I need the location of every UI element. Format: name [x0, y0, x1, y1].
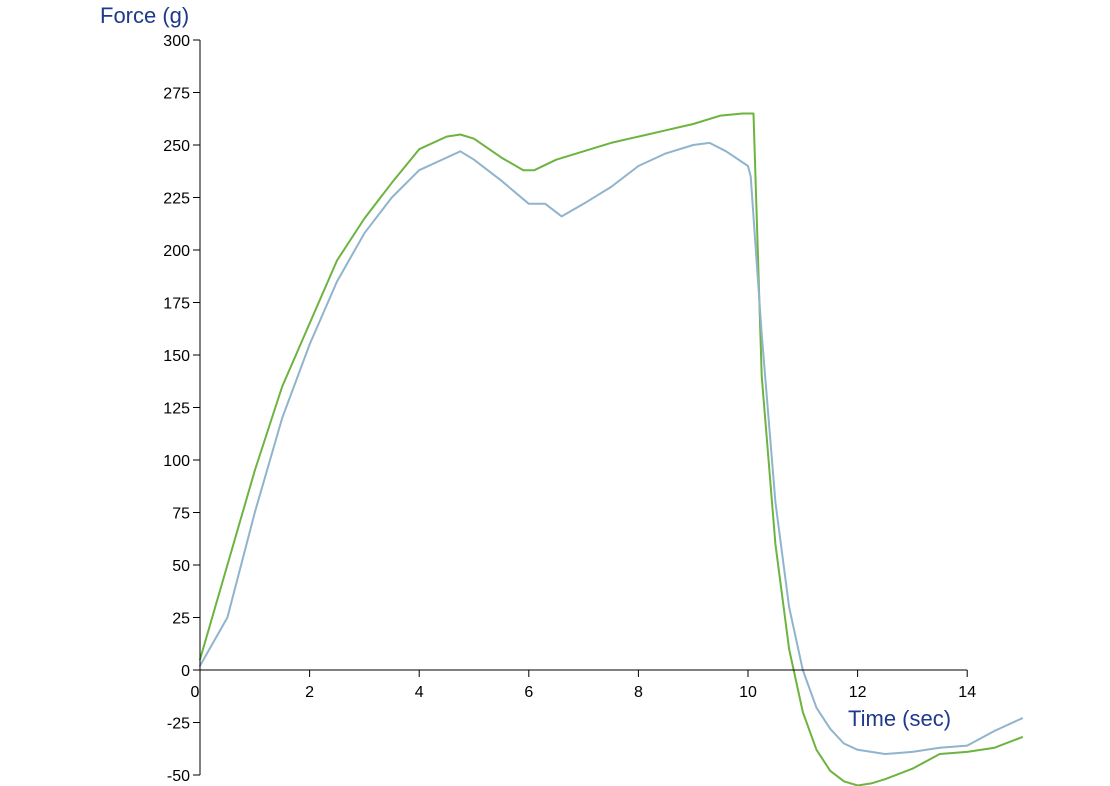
y-tick-label: 100 [163, 453, 190, 470]
x-tick-label: 2 [305, 684, 314, 701]
axes: -50-250255075100125150175200225250275300… [163, 33, 976, 785]
x-tick-label: 6 [524, 684, 533, 701]
y-tick-label: 300 [163, 33, 190, 50]
series-group [199, 112, 1023, 786]
y-tick-label: 225 [163, 191, 190, 208]
x-tick-label: 12 [849, 684, 867, 701]
x-tick-label: 0 [191, 684, 200, 701]
y-tick-label: 125 [163, 401, 190, 418]
y-tick-label: 0 [181, 663, 190, 680]
y-tick-label: -50 [167, 768, 190, 785]
y-tick-label: 250 [163, 138, 190, 155]
y-tick-label: 150 [163, 348, 190, 365]
x-axis-ticks: 0 2 4 6 8 10 12 14 [191, 670, 976, 701]
x-axis-title: Time (sec) [848, 706, 951, 731]
x-tick-label: 10 [739, 684, 757, 701]
y-tick-label: 175 [163, 296, 190, 313]
y-tick-label: 25 [172, 611, 190, 628]
x-tick-label: 8 [634, 684, 643, 701]
x-tick-label: 14 [958, 684, 976, 701]
y-tick-label: 275 [163, 86, 190, 103]
y-tick-label: 200 [163, 243, 190, 260]
y-tick-label: 75 [172, 506, 190, 523]
series-line-2 [199, 141, 1023, 755]
series-line-1 [199, 112, 1023, 786]
y-axis-title: Force (g) [100, 3, 189, 28]
y-tick-label: -25 [167, 716, 190, 733]
y-tick-label: 50 [172, 558, 190, 575]
x-tick-label: 4 [415, 684, 424, 701]
